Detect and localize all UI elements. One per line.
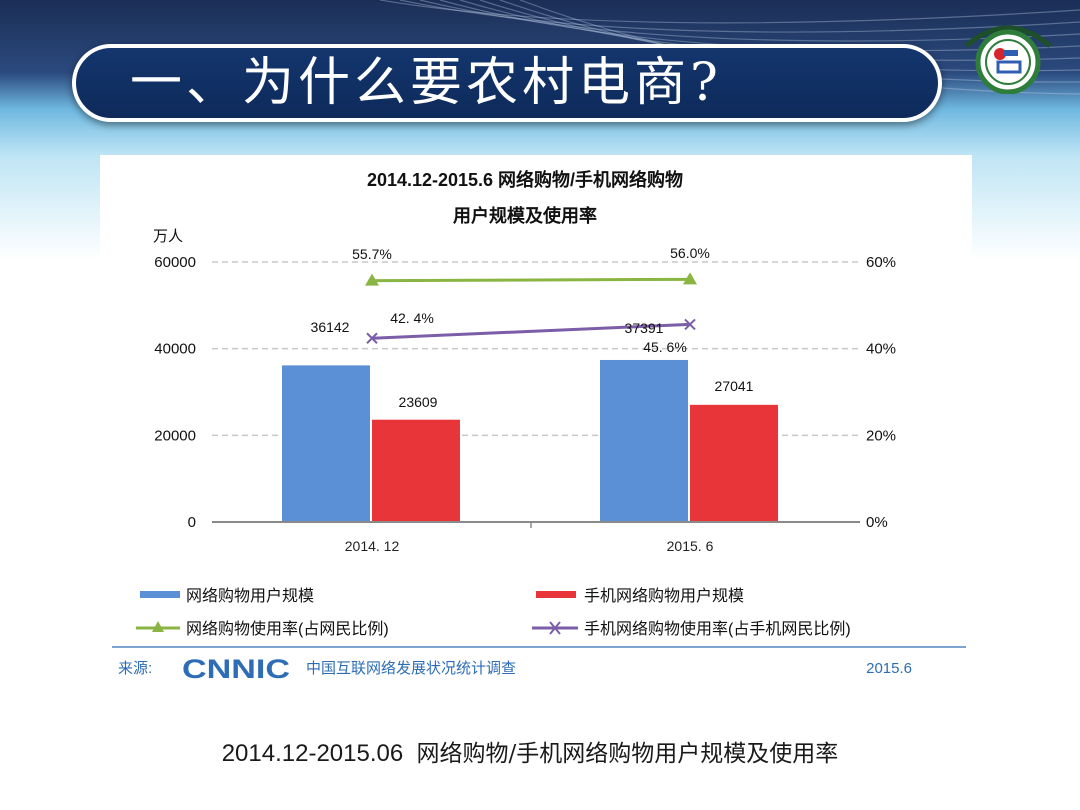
line-mobile-rate bbox=[371, 322, 691, 340]
y-tick-label-right: 20% bbox=[866, 427, 896, 444]
y-tick-label-right: 0% bbox=[866, 514, 888, 531]
bar-mobile-users bbox=[372, 419, 460, 522]
title-banner bbox=[72, 44, 942, 122]
university-logo-icon bbox=[964, 25, 1052, 94]
bar-online-users bbox=[600, 359, 688, 522]
legend-label-mobile-rate: 手机网络购物使用率(占手机网民比例) bbox=[584, 619, 851, 638]
source-text: 中国互联网络发展状况统计调查 bbox=[306, 660, 516, 677]
bar-value-label: 23609 bbox=[399, 394, 438, 410]
y-tick-label-left: 0 bbox=[188, 514, 196, 531]
bar-value-label: 36142 bbox=[311, 319, 350, 335]
line-value-label: 42. 4% bbox=[390, 310, 434, 326]
chart-panel bbox=[100, 155, 972, 710]
y-tick-label-right: 60% bbox=[866, 254, 896, 271]
y-tick-label-left: 60000 bbox=[154, 254, 196, 271]
cnnic-logo-icon: CNNIC bbox=[182, 654, 290, 684]
legend-swatch-mobile-users bbox=[536, 591, 576, 598]
source-label: 来源: bbox=[118, 660, 152, 677]
y-axis-left-unit: 万人 bbox=[153, 228, 183, 245]
bar-mobile-users bbox=[690, 404, 778, 522]
slide-caption: 2014.12-2015.06 网络购物/手机网络购物用户规模及使用率 bbox=[0, 734, 1060, 768]
marker-x-icon bbox=[366, 332, 378, 344]
line-value-label: 56.0% bbox=[670, 245, 710, 261]
bar-value-label: 37391 bbox=[625, 320, 664, 336]
legend: 网络购物用户规模 手机网络购物用户规模 网络购物使用率(占网民比例) 手机网络购… bbox=[136, 586, 851, 638]
x-tick-label-2014-12: 2014. 12 bbox=[345, 538, 400, 554]
source-date: 2015.6 bbox=[866, 660, 912, 677]
line-value-label: 55.7% bbox=[352, 246, 392, 262]
caption-date: 2014.12-2015.06 bbox=[221, 740, 404, 767]
line-online-rate bbox=[371, 277, 691, 283]
y-tick-label-left: 20000 bbox=[154, 427, 196, 444]
line-value-label: 45. 6% bbox=[643, 339, 687, 355]
legend-label-online-rate: 网络购物使用率(占网民比例) bbox=[186, 619, 389, 638]
y-tick-label-right: 40% bbox=[866, 341, 896, 358]
caption-text: 网络购物/手机网络购物用户规模及使用率 bbox=[416, 741, 839, 767]
chart-title-line2: 用户规模及使用率 bbox=[453, 205, 597, 226]
slide-title: 一、为什么要农村电商? bbox=[130, 53, 722, 113]
legend-marker-triangle-icon bbox=[152, 621, 164, 632]
legend-label-mobile-users: 手机网络购物用户规模 bbox=[584, 586, 744, 605]
marker-triangle-icon bbox=[365, 273, 379, 286]
legend-swatch-online-users bbox=[140, 591, 180, 598]
x-tick-label-2015-6: 2015. 6 bbox=[667, 538, 714, 554]
chart-title-line1: 2014.12-2015.6 网络购物/手机网络购物 bbox=[367, 169, 683, 190]
bar-value-label: 27041 bbox=[715, 378, 754, 394]
y-tick-label-left: 40000 bbox=[154, 341, 196, 358]
marker-triangle-icon bbox=[683, 272, 697, 285]
legend-marker-x-icon bbox=[549, 621, 561, 635]
legend-label-online-users: 网络购物用户规模 bbox=[186, 586, 314, 605]
bar-online-users bbox=[282, 365, 370, 522]
marker-x-icon bbox=[684, 318, 696, 331]
